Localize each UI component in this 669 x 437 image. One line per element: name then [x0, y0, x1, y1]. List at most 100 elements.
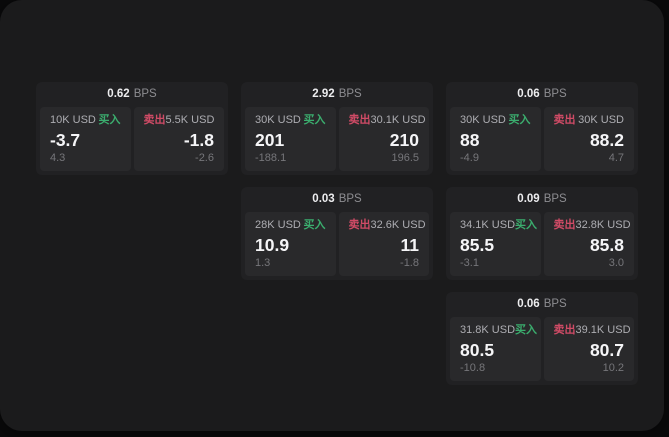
buy-delta: 4.3 [50, 152, 66, 164]
buy-quote-panel[interactable]: 34.1K USD 买入 85.5 -3.1 [450, 212, 541, 276]
sell-side-label: 卖出 [348, 114, 371, 126]
quote-card: 0.62 BPS 10K USD 买入 -3.7 4.3 卖出 5.5K USD… [36, 82, 228, 175]
bps-value: 0.06 [517, 297, 540, 310]
bps-value: 2.92 [312, 87, 335, 100]
buy-panel-header: 30K USD 买入 [460, 115, 531, 126]
quote-card-body: 28K USD 买入 10.9 1.3 卖出 32.6K USD 11 -1.8 [245, 212, 429, 276]
sell-price: 11 [400, 234, 420, 255]
quote-card-body: 10K USD 买入 -3.7 4.3 卖出 5.5K USD -1.8 -2.… [40, 107, 224, 171]
sell-panel-header: 卖出 30K USD [554, 115, 625, 126]
buy-delta: -188.1 [255, 152, 287, 164]
sell-panel-header: 卖出 5.5K USD [144, 115, 215, 126]
sell-price: 80.7 [589, 339, 624, 360]
bps-suffix-label: BPS [338, 192, 362, 205]
buy-side-label: 买入 [98, 114, 121, 126]
buy-side-label: 买入 [508, 114, 531, 126]
quote-card: 2.92 BPS 30K USD 买入 201 -188.1 卖出 30.1K … [241, 82, 433, 175]
sell-price: 88.2 [589, 129, 624, 150]
sell-panel-header: 卖出 32.6K USD [348, 219, 426, 231]
sell-quote-panel[interactable]: 卖出 30.1K USD 210 196.5 [338, 107, 429, 171]
sell-price: 210 [389, 129, 419, 150]
sell-delta: -2.6 [195, 152, 214, 164]
sell-quote-panel[interactable]: 卖出 32.6K USD 11 -1.8 [338, 212, 429, 276]
sell-side-label: 卖出 [143, 114, 166, 126]
buy-delta: -4.9 [460, 152, 479, 164]
sell-delta: -1.8 [400, 257, 419, 269]
sell-quote-panel[interactable]: 卖出 39.1K USD 80.7 10.2 [543, 317, 634, 381]
sell-quote-panel[interactable]: 卖出 5.5K USD -1.8 -2.6 [133, 107, 224, 171]
sell-panel-header: 卖出 30.1K USD [348, 114, 426, 126]
bps-value: 0.62 [107, 87, 130, 100]
bps-value: 0.06 [517, 87, 540, 100]
buy-quote-panel[interactable]: 31.8K USD 买入 80.5 -10.8 [450, 317, 541, 381]
quote-card-body: 31.8K USD 买入 80.5 -10.8 卖出 39.1K USD 80.… [450, 317, 634, 381]
buy-amount-label: 28K USD [255, 219, 301, 231]
bps-value: 0.03 [312, 192, 335, 205]
sell-side-label: 卖出 [553, 324, 576, 336]
buy-side-label: 买入 [303, 219, 326, 231]
bps-header: 2.92 BPS [245, 82, 429, 107]
sell-delta: 3.0 [608, 257, 624, 269]
sell-amount-label: 39.1K USD [575, 324, 631, 336]
buy-amount-label: 30K USD [255, 114, 301, 126]
quote-card-body: 34.1K USD 买入 85.5 -3.1 卖出 32.8K USD 85.8… [450, 212, 634, 276]
buy-panel-header: 10K USD 买入 [50, 115, 121, 126]
buy-price: 10.9 [255, 234, 290, 255]
sell-delta: 10.2 [602, 362, 624, 374]
sell-panel-header: 卖出 39.1K USD [553, 324, 631, 336]
bps-suffix-label: BPS [543, 87, 567, 100]
buy-delta: -3.1 [460, 257, 479, 269]
bps-suffix-label: BPS [543, 297, 567, 310]
sell-panel-header: 卖出 32.8K USD [553, 219, 631, 231]
buy-amount-label: 34.1K USD [460, 219, 516, 231]
buy-panel-header: 31.8K USD 买入 [460, 324, 537, 336]
quote-card-body: 30K USD 买入 88 -4.9 卖出 30K USD 88.2 4.7 [450, 107, 634, 171]
sell-delta: 4.7 [608, 152, 624, 164]
buy-quote-panel[interactable]: 30K USD 买入 201 -188.1 [245, 107, 336, 171]
sell-amount-label: 30.1K USD [370, 114, 426, 126]
bps-value: 0.09 [517, 192, 540, 205]
sell-side-label: 卖出 [348, 219, 371, 231]
app-window: 0.62 BPS 10K USD 买入 -3.7 4.3 卖出 5.5K USD… [0, 0, 664, 431]
sell-amount-label: 32.6K USD [370, 219, 426, 231]
buy-delta: -10.8 [460, 362, 486, 374]
sell-amount-label: 30K USD [578, 114, 624, 126]
quote-card: 0.06 BPS 30K USD 买入 88 -4.9 卖出 30K USD 8… [446, 82, 638, 175]
quote-cards-grid: 0.62 BPS 10K USD 买入 -3.7 4.3 卖出 5.5K USD… [36, 82, 638, 385]
sell-price: 85.8 [589, 234, 624, 255]
bps-suffix-label: BPS [543, 192, 567, 205]
buy-panel-header: 34.1K USD 买入 [460, 219, 537, 231]
buy-amount-label: 31.8K USD [460, 324, 516, 336]
quote-card-body: 30K USD 买入 201 -188.1 卖出 30.1K USD 210 1… [245, 107, 429, 171]
sell-amount-label: 32.8K USD [575, 219, 631, 231]
sell-quote-panel[interactable]: 卖出 32.8K USD 85.8 3.0 [543, 212, 634, 276]
buy-delta: 1.3 [255, 257, 271, 269]
buy-amount-label: 30K USD [460, 114, 506, 126]
buy-quote-panel[interactable]: 10K USD 买入 -3.7 4.3 [40, 107, 131, 171]
quote-card: 0.06 BPS 31.8K USD 买入 80.5 -10.8 卖出 39.1… [446, 292, 638, 385]
buy-price: 201 [255, 129, 285, 150]
buy-price: 88 [460, 129, 480, 150]
sell-side-label: 卖出 [553, 219, 576, 231]
buy-side-label: 买入 [515, 324, 538, 336]
bps-header: 0.06 BPS [450, 82, 634, 107]
bps-header: 0.06 BPS [450, 292, 634, 317]
bps-header: 0.03 BPS [245, 187, 429, 212]
buy-price: 85.5 [460, 234, 495, 255]
buy-price: 80.5 [460, 339, 495, 360]
buy-side-label: 买入 [303, 114, 326, 126]
quote-card: 0.09 BPS 34.1K USD 买入 85.5 -3.1 卖出 32.8K… [446, 187, 638, 280]
sell-side-label: 卖出 [553, 114, 576, 126]
bps-suffix-label: BPS [133, 87, 157, 100]
bps-header: 0.62 BPS [40, 82, 224, 107]
quote-card: 0.03 BPS 28K USD 买入 10.9 1.3 卖出 32.6K US… [241, 187, 433, 280]
bps-header: 0.09 BPS [450, 187, 634, 212]
buy-panel-header: 30K USD 买入 [255, 115, 326, 126]
sell-amount-label: 5.5K USD [165, 114, 215, 126]
bps-suffix-label: BPS [338, 87, 362, 100]
sell-quote-panel[interactable]: 卖出 30K USD 88.2 4.7 [543, 107, 634, 171]
buy-quote-panel[interactable]: 28K USD 买入 10.9 1.3 [245, 212, 336, 276]
buy-quote-panel[interactable]: 30K USD 买入 88 -4.9 [450, 107, 541, 171]
buy-panel-header: 28K USD 买入 [255, 220, 326, 231]
sell-price: -1.8 [183, 129, 214, 150]
